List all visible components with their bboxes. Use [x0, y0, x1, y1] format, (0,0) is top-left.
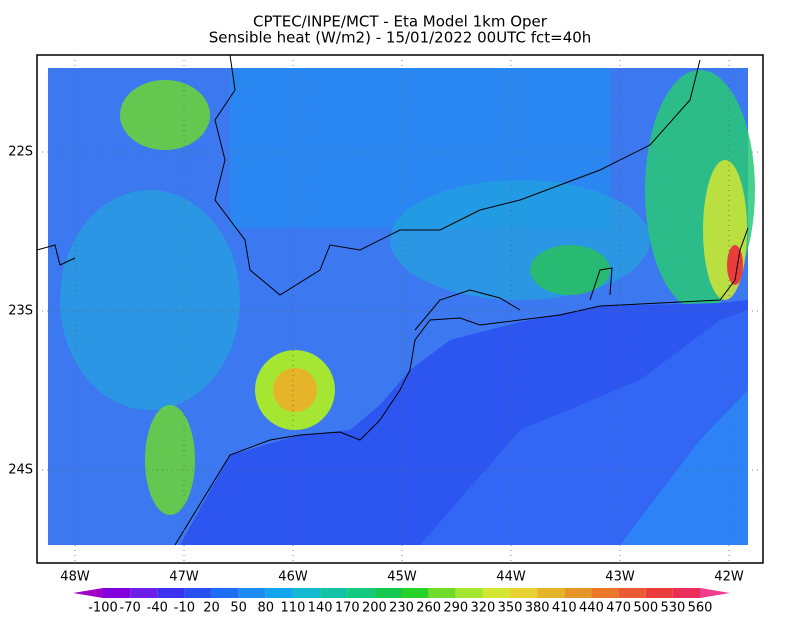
- land-field: [273, 368, 317, 412]
- colorbar-segment: [700, 588, 730, 598]
- colorbar-segment: [482, 588, 511, 598]
- colorbar-label: 50: [230, 601, 247, 616]
- lon-label: 47W: [169, 570, 199, 585]
- colorbar-label: 110: [281, 601, 306, 616]
- field: [48, 68, 755, 545]
- colorbar-label: -10: [174, 601, 195, 616]
- colorbar-segment: [265, 588, 293, 598]
- colorbar-segment: [157, 588, 185, 598]
- graticule: [37, 55, 763, 563]
- lat-label: 22S: [8, 145, 33, 160]
- state-border: [36, 244, 76, 266]
- colorbar-label: 320: [470, 601, 495, 616]
- state-border: [214, 54, 701, 296]
- colorbar-segment: [320, 588, 348, 598]
- lon-label: 46W: [278, 570, 308, 585]
- lon-label: 48W: [60, 570, 90, 585]
- coastline: [174, 227, 749, 546]
- colorbar-label: 560: [688, 601, 713, 616]
- colorbar-segment: [130, 588, 158, 598]
- lat-label: 24S: [8, 463, 33, 478]
- colorbar-segment: [428, 588, 456, 598]
- colorbar-label: 200: [362, 601, 387, 616]
- subtitle: Sensible heat (W/m2) - 15/01/2022 00UTC …: [209, 29, 592, 47]
- lon-label: 45W: [387, 570, 417, 585]
- boundaries: [36, 54, 749, 546]
- colorbar-segment: [401, 588, 429, 598]
- colorbar: -100 -70 -40 -10 20 50 80 110 140 170 200 230 260 290…: [73, 588, 730, 616]
- colorbar-label: 500: [633, 601, 658, 616]
- ocean-field: [620, 390, 748, 545]
- colorbar-label: -70: [120, 601, 141, 616]
- colorbar-segment: [564, 588, 592, 598]
- lon-label: 42W: [714, 570, 744, 585]
- axis-labels: 48W 47W 46W 45W 44W 43W 42W 22S 23S 24S: [8, 145, 744, 585]
- colorbar-segment: [73, 588, 103, 598]
- state-border: [414, 289, 521, 331]
- colorbar-segment: [618, 588, 646, 598]
- colorbar-label: 410: [552, 601, 577, 616]
- land-field: [60, 190, 240, 410]
- colorbar-label: 20: [203, 601, 220, 616]
- colorbar-segment: [510, 588, 538, 598]
- colorbar-label: -100: [88, 601, 118, 616]
- land-field: [120, 80, 210, 150]
- colorbar-segment: [347, 588, 375, 598]
- colorbar-segment: [672, 588, 700, 598]
- colorbar-segment: [292, 588, 321, 598]
- colorbar-label: 350: [498, 601, 523, 616]
- colorbar-label: 470: [606, 601, 631, 616]
- colorbar-label: 80: [258, 601, 275, 616]
- colorbar-label: 140: [308, 601, 333, 616]
- colorbar-segment: [238, 588, 266, 598]
- colorbar-label: 290: [443, 601, 468, 616]
- colorbar-label: 170: [335, 601, 360, 616]
- colorbar-segment: [211, 588, 239, 598]
- plot-frame: [36, 54, 764, 564]
- colorbar-segment: [184, 588, 212, 598]
- colorbar-label: -40: [147, 601, 168, 616]
- colorbar-label: 230: [389, 601, 414, 616]
- lat-label: 23S: [8, 304, 33, 319]
- land-field: [530, 245, 610, 295]
- colorbar-segment: [455, 588, 483, 598]
- colorbar-segment: [645, 588, 673, 598]
- lon-label: 44W: [496, 570, 526, 585]
- colorbar-label: 380: [525, 601, 550, 616]
- colorbar-label: 260: [416, 601, 441, 616]
- colorbar-label: 440: [579, 601, 604, 616]
- colorbar-segment: [374, 588, 402, 598]
- colorbar-label: 530: [660, 601, 685, 616]
- state-border: [589, 267, 613, 301]
- title: CPTEC/INPE/MCT - Eta Model 1km Oper: [253, 13, 548, 31]
- colorbar-segment: [103, 588, 131, 598]
- colorbar-segment: [591, 588, 619, 598]
- land-field: [145, 405, 195, 515]
- lon-label: 43W: [605, 570, 635, 585]
- colorbar-segment: [537, 588, 565, 598]
